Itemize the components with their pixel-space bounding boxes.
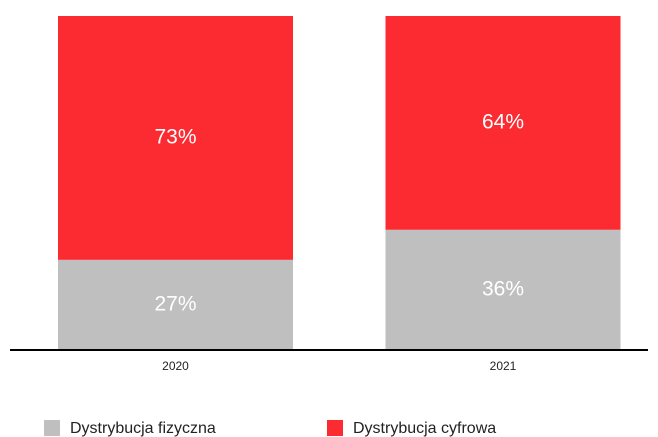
legend-label: Dystrybucja fizyczna — [70, 420, 216, 437]
x-tick-label: 2021 — [490, 359, 517, 373]
value-label: 36% — [482, 277, 524, 300]
bar-segment — [385, 16, 621, 230]
legend-swatch — [327, 420, 343, 436]
bar-segment — [385, 229, 621, 350]
bar-segment — [58, 16, 293, 260]
value-label: 27% — [154, 292, 196, 315]
value-label: 64% — [482, 110, 524, 133]
legend-swatch — [44, 420, 60, 436]
bar-segment — [58, 259, 293, 350]
x-tick-label: 2020 — [162, 359, 189, 373]
legend-label: Dystrybucja cyfrowa — [353, 420, 496, 437]
value-label: 73% — [154, 125, 196, 148]
